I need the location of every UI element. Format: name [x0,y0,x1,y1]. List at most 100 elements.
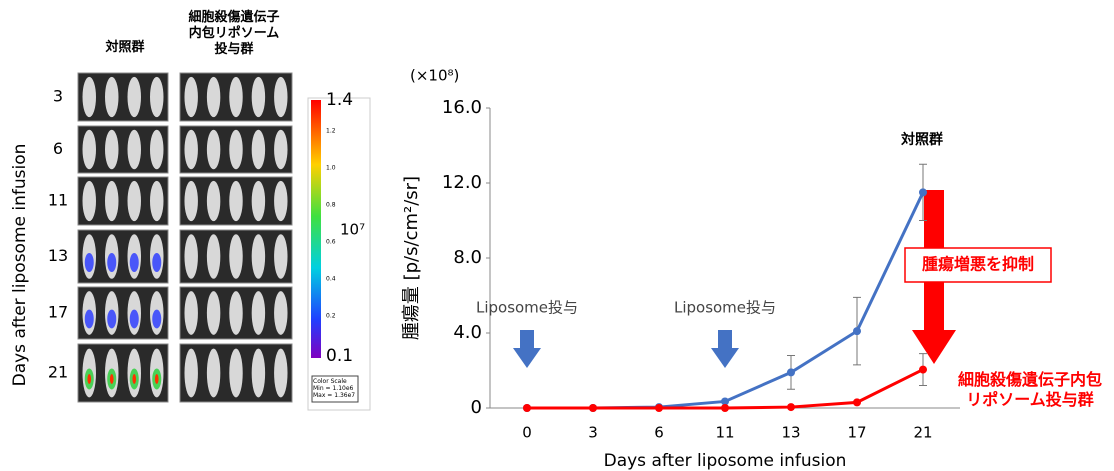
mouse [229,129,243,170]
x-tick-label: 13 [781,424,800,442]
x-tick-label: 17 [847,424,866,442]
point [919,365,927,374]
mouse [82,76,96,118]
mouse [206,76,221,118]
mouse [229,348,243,398]
signal [107,309,117,329]
point [523,404,531,412]
colorbar-unit: 10⁷ [340,221,365,239]
mouse [184,291,198,335]
mouse [251,348,266,398]
annotation: 腫瘍増悪を抑制 [922,255,1034,274]
point [655,404,663,412]
row-label: 6 [53,139,63,158]
row-label: 3 [53,87,63,106]
signal [107,252,117,273]
mouse [127,129,141,170]
colorbar-tick-label: 0.6 [326,239,336,246]
arrow [718,330,732,348]
row-label: 17 [48,303,68,322]
mouse [82,180,96,222]
mouse [229,291,243,335]
row-label: 21 [48,363,68,382]
scale-box [311,375,359,403]
annotation: Liposome投与 [674,299,776,317]
mouse [229,180,243,222]
colorbar-tick-label: 0.2 [326,313,336,320]
mouse [150,76,164,118]
arrow [912,330,956,364]
mouse [150,180,164,222]
mouse [206,129,221,170]
colorbar [311,100,321,358]
unit-label: (×10⁸) [410,67,459,85]
signal [152,309,162,329]
point [589,404,597,412]
x-tick-label: 6 [654,424,664,442]
mouse [206,348,221,398]
x-tick-label: 11 [715,424,734,442]
signal [87,374,92,384]
signal [129,309,139,329]
mouse [184,348,198,398]
signal [132,374,137,384]
colorbar-tick-label: 1.0 [326,165,336,172]
x-tick-label: 3 [588,424,598,442]
arrow [513,348,541,368]
mouse [274,180,288,222]
colorbar-label: 0.1 [326,346,353,366]
colorbar-label: 1.4 [326,90,353,110]
mouse [184,234,198,279]
mouse [274,76,288,118]
mouse [274,234,288,279]
mouse [251,291,266,335]
colorbar-tick-label: 0.8 [326,202,336,209]
group-label: 対照群 [105,40,145,55]
mouse [251,129,266,170]
y-tick-label: 12.0 [442,172,482,193]
mouse [206,234,221,279]
colorbar-tick-label: 0.4 [326,276,336,283]
annotation-box [904,247,1052,283]
signal [129,252,139,273]
mouse [274,291,288,335]
colorbar-tick-label: 1.2 [326,128,336,135]
mouse [229,76,243,118]
mouse [127,180,141,222]
mouse [274,348,288,398]
y-tick-label: 16.0 [442,97,482,118]
mouse [184,76,198,118]
mouse [105,129,119,170]
series-label: 細胞殺傷遺伝子内包リポソーム投与群 [957,370,1102,409]
mouse [206,180,221,222]
mouse [105,76,119,118]
mouse [251,76,266,118]
series-label: 対照群 [900,131,943,148]
point [721,397,729,406]
point [787,368,795,377]
scale-note: Color Scale Min = 1.10e6 Max = 1.36e7 [313,378,356,399]
mouse [184,180,198,222]
group-label: 細胞殺傷遺伝子内包リポソーム投与群 [188,10,280,57]
arrow [520,330,534,348]
point [787,403,795,412]
mouse [229,234,243,279]
point [919,188,927,197]
signal [152,252,162,273]
row-label: 13 [48,246,68,265]
mouse [251,180,266,222]
row-label: 11 [48,191,68,210]
point [721,404,729,412]
panel-axis-label: Days after liposome infusion [10,144,30,387]
x-axis-label: Days after liposome infusion [604,451,847,471]
mouse [184,129,198,170]
point [853,398,861,407]
signal [84,252,94,273]
mouse [206,291,221,335]
x-tick-label: 0 [522,424,532,442]
signal [154,374,159,384]
y-tick-label: 4.0 [453,322,482,343]
x-tick-label: 21 [913,424,932,442]
